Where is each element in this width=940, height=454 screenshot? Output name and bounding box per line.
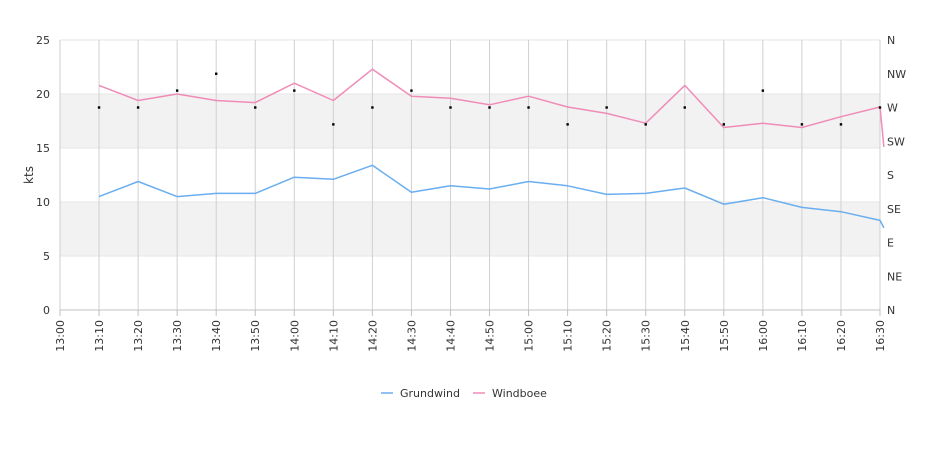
y-axis-title: kts [22, 166, 36, 184]
x-tick-label: 13:10 [93, 320, 106, 352]
direction-marker [605, 106, 608, 109]
direction-marker [449, 106, 452, 109]
x-tick-label: 14:30 [405, 320, 418, 352]
direction-axis-label: S [887, 169, 894, 182]
direction-marker [371, 106, 374, 109]
x-tick-label: 14:40 [444, 320, 457, 352]
direction-axis-label: N [887, 34, 895, 47]
x-tick-label: 15:30 [640, 320, 653, 352]
x-tick-label: 16:00 [757, 320, 770, 352]
x-tick-label: 16:10 [796, 320, 809, 352]
series-lines [98, 68, 885, 229]
direction-markers [97, 72, 882, 126]
direction-marker [293, 89, 296, 92]
legend: Grundwind Windboee [381, 387, 547, 400]
direction-marker [683, 106, 686, 109]
direction-axis-label: W [887, 102, 898, 115]
x-tick-label: 15:10 [562, 320, 575, 352]
direction-marker [97, 106, 101, 109]
background-bands [60, 94, 880, 256]
band-0 [60, 202, 880, 256]
direction-axis-label: NE [887, 270, 902, 283]
direction-marker [410, 89, 413, 92]
y-tick-label: 20 [36, 88, 50, 101]
y-tick-label: 15 [36, 142, 50, 155]
x-tick-label: 16:30 [874, 320, 887, 352]
x-tick-label: 15:20 [601, 320, 614, 352]
x-tick-label: 13:50 [249, 320, 262, 352]
direction-axis-label: N [887, 304, 895, 317]
y-tick-label: 0 [43, 304, 50, 317]
x-tick-label: 16:20 [835, 320, 848, 352]
direction-marker [644, 123, 647, 126]
x-tick-label: 14:50 [484, 320, 497, 352]
direction-axis-label: E [887, 237, 894, 250]
x-tick-label: 13:20 [132, 320, 145, 352]
legend-item-windboee: Windboee [473, 387, 547, 400]
series-line-grundwind [98, 164, 885, 229]
direction-marker [332, 123, 335, 126]
x-tick-label: 15:50 [718, 320, 731, 352]
direction-marker [254, 106, 257, 109]
x-tick-label: 13:00 [54, 320, 67, 352]
legend-item-grundwind: Grundwind [381, 387, 460, 400]
direction-marker [566, 123, 569, 126]
direction-axis-label: SW [887, 135, 905, 148]
direction-marker [800, 123, 804, 126]
band-1 [60, 94, 880, 148]
y-tick-label: 10 [36, 196, 50, 209]
axes: 0 5 10 15 20 25 13:00 13:10 13:20 13:30 13:40 13:50… [22, 34, 906, 352]
series-line-windboee [98, 68, 885, 147]
direction-marker [761, 89, 765, 92]
direction-marker [136, 106, 140, 109]
legend-label: Grundwind [400, 387, 460, 400]
direction-axis-label: SE [887, 203, 901, 216]
legend-label: Windboee [492, 387, 547, 400]
direction-marker [839, 123, 843, 126]
direction-marker [527, 106, 530, 109]
y-tick-label: 25 [36, 34, 50, 47]
x-tick-label: 15:40 [679, 320, 692, 352]
direction-marker [175, 89, 179, 92]
x-tick-label: 14:10 [327, 320, 340, 352]
x-tick-label: 13:30 [171, 320, 184, 352]
direction-axis-label: NW [887, 68, 906, 81]
direction-marker [488, 106, 491, 109]
x-tick-label: 14:20 [366, 320, 379, 352]
direction-marker [878, 106, 882, 109]
x-tick-label: 13:40 [210, 320, 223, 352]
gridlines [59, 39, 881, 311]
direction-marker [214, 72, 218, 75]
direction-marker [722, 123, 726, 126]
x-tick-label: 14:00 [288, 320, 301, 352]
x-tick-label: 15:00 [523, 320, 536, 352]
y-tick-label: 5 [43, 250, 50, 263]
